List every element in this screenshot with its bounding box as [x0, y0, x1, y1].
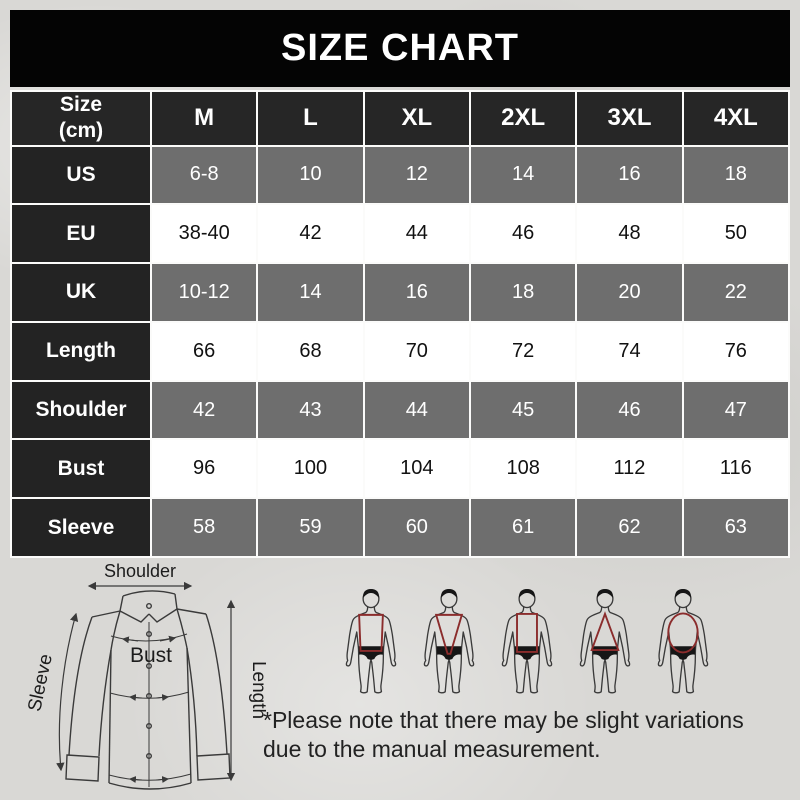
size-value-cell: 20: [575, 262, 684, 323]
size-value-cell: 16: [362, 262, 471, 323]
table-row: Bust 96 100 104 108 112 116: [10, 438, 791, 500]
size-value-cell: 44: [362, 203, 471, 265]
size-table: Size (cm) M L XL 2XL 3XL 4XL US 6-8 10 12 14 16 18 E…: [10, 90, 791, 558]
size-value-cell: 38-40: [149, 203, 259, 265]
measure-rectangle-overlay: [358, 613, 384, 652]
size-value-cell: 14: [468, 144, 578, 206]
table-row: US 6-8 10 12 14 16 18: [10, 144, 791, 206]
row-label: EU: [10, 203, 152, 265]
size-value-cell: 63: [681, 497, 791, 558]
size-value-cell: 42: [256, 203, 365, 265]
size-value-cell: 18: [681, 144, 791, 206]
size-value-cell: 16: [575, 144, 684, 206]
corner-header-line2: (cm): [58, 119, 104, 143]
corner-header: Size (cm): [10, 90, 152, 147]
table-row: EU 38-40 42 44 46 48 50: [10, 203, 791, 265]
size-value-cell: 100: [256, 438, 365, 500]
size-value-cell: 59: [256, 497, 365, 558]
measure-oval-overlay: [667, 612, 699, 654]
table-row: UK 10-12 14 16 18 20 22: [10, 262, 791, 323]
measure-v-overlay: [434, 613, 464, 655]
size-value-cell: 50: [681, 203, 791, 265]
row-label: US: [10, 144, 152, 206]
size-value-cell: 116: [681, 438, 791, 500]
size-value-cell: 46: [575, 379, 684, 441]
size-value-cell: 42: [149, 379, 259, 441]
shirt-outline: [65, 590, 231, 790]
size-value-cell: 70: [362, 320, 471, 382]
size-value-cell: 44: [362, 379, 471, 441]
size-value-cell: 46: [468, 203, 578, 265]
body-figures: [333, 584, 721, 700]
title-bar: SIZE CHART: [10, 10, 790, 87]
column-header: 3XL: [575, 90, 684, 147]
column-header: 2XL: [468, 90, 578, 147]
size-value-cell: 12: [362, 144, 471, 206]
size-value-cell: 108: [468, 438, 578, 500]
bust-label: Bust: [130, 644, 172, 667]
table-header-row: Size (cm) M L XL 2XL 3XL 4XL: [10, 90, 791, 147]
body-figure-oval: [657, 588, 709, 694]
size-value-cell: 10-12: [149, 262, 259, 323]
shirt-measurement-diagram: Shoulder Bust Sleeve Length: [24, 561, 266, 790]
size-value-cell: 96: [149, 438, 259, 500]
row-label: Bust: [10, 438, 152, 500]
table-row: Sleeve 58 59 60 61 62 63: [10, 497, 791, 558]
size-value-cell: 10: [256, 144, 365, 206]
table-row: Shoulder 42 43 44 45 46 47: [10, 379, 791, 441]
size-value-cell: 45: [468, 379, 578, 441]
page-title: SIZE CHART: [281, 27, 519, 69]
size-value-cell: 60: [362, 497, 471, 558]
size-value-cell: 74: [575, 320, 684, 382]
size-value-cell: 18: [468, 262, 578, 323]
row-label: Length: [10, 320, 152, 382]
table-row: Length 66 68 70 72 74 76: [10, 320, 791, 382]
column-header: 4XL: [681, 90, 791, 147]
column-header: XL: [362, 90, 471, 147]
size-value-cell: 22: [681, 262, 791, 323]
size-value-cell: 61: [468, 497, 578, 558]
note-line1: *Please note that there may be slight va…: [263, 707, 744, 733]
column-header: L: [256, 90, 365, 147]
size-value-cell: 48: [575, 203, 684, 265]
size-value-cell: 58: [149, 497, 259, 558]
size-value-cell: 68: [256, 320, 365, 382]
shoulder-label: Shoulder: [104, 561, 176, 581]
diagram-labels: Shoulder Bust Sleeve Length: [24, 561, 266, 719]
row-label: UK: [10, 262, 152, 323]
size-value-cell: 72: [468, 320, 578, 382]
body-figure-narrow-rectangle: [501, 588, 553, 694]
body-figure-rectangle: [345, 588, 397, 694]
size-value-cell: 14: [256, 262, 365, 323]
size-value-cell: 62: [575, 497, 684, 558]
note-line2: due to the manual measurement.: [263, 736, 601, 763]
body-figure-triangle: [579, 588, 631, 694]
size-value-cell: 112: [575, 438, 684, 500]
size-value-cell: 6-8: [149, 144, 259, 206]
size-value-cell: 76: [681, 320, 791, 382]
measure-triangle-overlay: [590, 611, 620, 651]
body-figure-v-shape: [423, 588, 475, 694]
length-label: Length: [248, 661, 266, 719]
sleeve-label: Sleeve: [24, 652, 57, 713]
dimension-arrows: [56, 581, 236, 782]
row-label: Shoulder: [10, 379, 152, 441]
size-value-cell: 66: [149, 320, 259, 382]
size-value-cell: 47: [681, 379, 791, 441]
column-header: M: [149, 90, 259, 147]
size-value-cell: 104: [362, 438, 471, 500]
size-value-cell: 43: [256, 379, 365, 441]
row-label: Sleeve: [10, 497, 152, 558]
measurement-note: *Please note that there may be slight va…: [263, 706, 773, 765]
corner-header-line1: Size: [59, 93, 103, 116]
measure-narrow-rectangle-overlay: [516, 612, 538, 653]
